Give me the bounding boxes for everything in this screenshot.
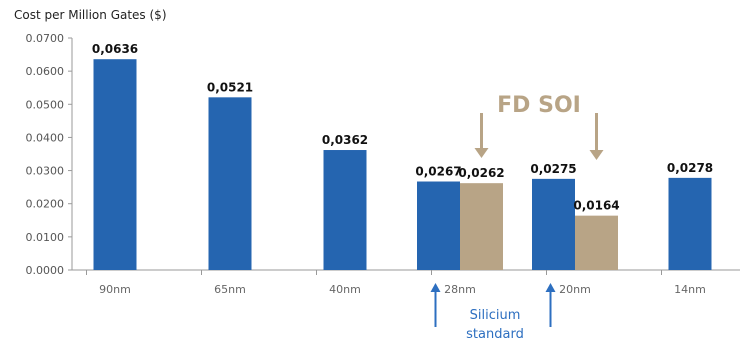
data-label: 0,0262 [458, 166, 504, 180]
y-tick-label: 0.0100 [26, 231, 65, 244]
bar-20nm-silicium [532, 178, 575, 270]
silicium-arrow-28nm-head [430, 283, 441, 292]
standard-label: standard [466, 327, 524, 342]
x-tick-label: 20nm [559, 283, 591, 296]
bar-14nm-silicium [668, 177, 712, 270]
silicium-label: Silicium [470, 308, 521, 323]
y-tick-label: 0.0300 [26, 165, 65, 178]
y-tick-label: 0.0000 [26, 264, 65, 277]
x-tick-label: 28nm [444, 283, 476, 296]
bar-90nm-silicium [93, 59, 137, 271]
data-label: 0,0275 [530, 162, 576, 176]
chart-title: Cost per Million Gates ($) [14, 8, 167, 22]
y-tick-label: 0.0200 [26, 198, 65, 211]
fd-soi-arrow-28nm-head [474, 148, 489, 158]
x-tick-label: 65nm [214, 283, 246, 296]
bar-20nm-fdsoi [575, 215, 618, 270]
data-label: 0,0267 [415, 165, 461, 179]
fd-soi-label: FD SOI [497, 93, 581, 118]
x-tick-label: 14nm [674, 283, 706, 296]
y-tick-label: 0.0600 [26, 65, 65, 78]
bar-28nm-fdsoi [460, 183, 503, 270]
y-tick-label: 0.0500 [26, 98, 65, 111]
x-tick-label: 90nm [99, 283, 131, 296]
y-tick-label: 0.0400 [26, 131, 65, 144]
bar-28nm-silicium [417, 181, 460, 270]
data-label: 0,0278 [667, 161, 713, 175]
data-label: 0,0164 [573, 199, 619, 213]
data-label: 0,0521 [207, 80, 253, 94]
data-label: 0,0362 [322, 133, 368, 147]
y-tick-label: 0.0700 [26, 32, 65, 45]
bar-40nm-silicium [323, 150, 367, 270]
silicium-arrow-20nm-head [545, 283, 556, 292]
bar-65nm-silicium [208, 97, 252, 270]
x-tick-label: 40nm [329, 283, 361, 296]
data-label: 0,0636 [92, 42, 138, 56]
fd-soi-arrow-20nm-head [589, 150, 604, 160]
